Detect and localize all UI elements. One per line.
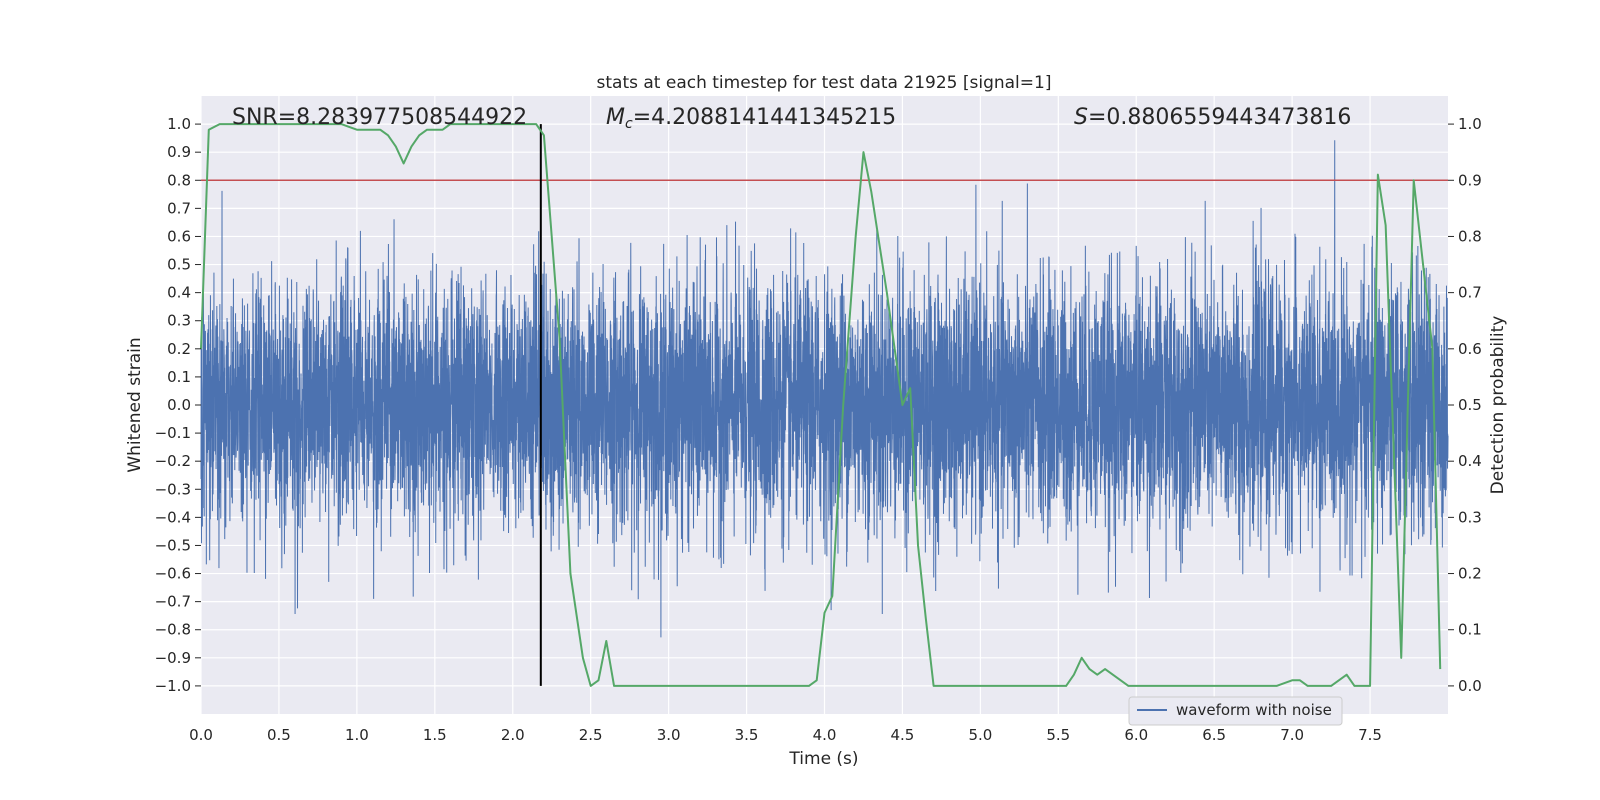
y2-tick-label: 0.1: [1458, 621, 1482, 639]
x-tick-label: 7.0: [1280, 726, 1304, 744]
series-waveform-with-noise: [200, 140, 1449, 638]
y2-axis-ticks: 0.0 0.1 0.2 0.3 0.4 0.5 0.6 0.7 0.8 0.9 1.0: [1448, 115, 1482, 695]
s-annotation: S=0.8806559443473816: [1074, 105, 1351, 130]
y-tick-label: −0.9: [155, 649, 191, 667]
y-tick-label: −0.1: [155, 424, 191, 442]
x-tick-label: 6.5: [1202, 726, 1226, 744]
x-axis-ticks: 0.0 0.5 1.0 1.5 2.0 2.5 3.0 3.5 4.0 4.5 5.0 5.5 6.0 6…: [189, 726, 1382, 744]
x-tick-label: 5.0: [968, 726, 992, 744]
probability-path: [200, 123, 1442, 687]
x-tick-label: 0.5: [267, 726, 291, 744]
y2-axis-label: Detection probability: [1488, 316, 1508, 495]
y-tick-label: −0.5: [155, 536, 191, 554]
chart-title: stats at each timestep for test data 219…: [597, 73, 1052, 93]
y-axis-label: Whitened strain: [125, 337, 145, 472]
y-tick-label: −0.6: [155, 565, 191, 583]
y2-tick-label: 0.8: [1458, 227, 1482, 245]
y-tick-label: −0.7: [155, 593, 191, 611]
y-tick-label: −0.3: [155, 480, 191, 498]
y2-tick-label: 0.2: [1458, 565, 1482, 583]
y-tick-label: 0.4: [167, 284, 191, 302]
x-tick-label: 4.0: [813, 726, 837, 744]
mc-symbol: M: [606, 105, 625, 130]
x-tick-label: 0.0: [189, 726, 213, 744]
y2-tick-label: 0.0: [1458, 677, 1482, 695]
y2-tick-label: 0.9: [1458, 171, 1482, 189]
y2-tick-label: 0.5: [1458, 396, 1482, 414]
y-tick-label: −0.4: [155, 508, 191, 526]
waveform-path: [200, 140, 1449, 638]
y-tick-label: −1.0: [155, 677, 191, 695]
s-symbol: S: [1074, 105, 1088, 130]
x-tick-label: 2.0: [501, 726, 525, 744]
x-tick-label: 6.0: [1124, 726, 1148, 744]
x-tick-label: 7.5: [1358, 726, 1382, 744]
y-tick-label: 0.5: [167, 256, 191, 274]
mc-annotation: Mc=4.2088141441345215: [606, 105, 896, 132]
y-tick-label: 0.9: [167, 143, 191, 161]
x-axis-label: Time (s): [788, 749, 858, 769]
y2-tick-label: 1.0: [1458, 115, 1482, 133]
y2-tick-label: 0.7: [1458, 284, 1482, 302]
y-tick-label: −0.2: [155, 452, 191, 470]
y2-tick-label: 0.3: [1458, 508, 1482, 526]
legend: waveform with noise: [1128, 696, 1343, 726]
x-tick-label: 5.5: [1046, 726, 1070, 744]
x-tick-label: 3.5: [735, 726, 759, 744]
y-tick-label: 1.0: [167, 115, 191, 133]
y2-tick-label: 0.6: [1458, 340, 1482, 358]
mc-value: =4.2088141441345215: [633, 105, 896, 130]
snr-annotation: SNR=8.283977508544922: [232, 105, 527, 130]
y-tick-label: −0.8: [155, 621, 191, 639]
mc-subscript: c: [625, 116, 633, 132]
s-value: =0.8806559443473816: [1088, 105, 1351, 130]
y2-tick-label: 0.4: [1458, 452, 1482, 470]
x-tick-label: 1.5: [423, 726, 447, 744]
y-tick-label: 0.1: [167, 368, 191, 386]
y-tick-label: 0.2: [167, 340, 191, 358]
y-axis-ticks: −1.0 −0.9 −0.8 −0.7 −0.6 −0.5 −0.4 −0.3 −0.2 −0.1…: [155, 115, 201, 695]
y-tick-label: 0.8: [167, 171, 191, 189]
y-tick-label: 0.7: [167, 199, 191, 217]
x-tick-label: 1.0: [345, 726, 369, 744]
legend-box: [1128, 696, 1343, 726]
x-tick-label: 4.5: [891, 726, 915, 744]
series-detection-probability: [200, 123, 1442, 687]
y-tick-label: 0.0: [167, 396, 191, 414]
y-tick-label: 0.6: [167, 227, 191, 245]
x-tick-label: 2.5: [579, 726, 603, 744]
x-tick-label: 3.0: [657, 726, 681, 744]
legend-label: waveform with noise: [1176, 701, 1332, 719]
y-tick-label: 0.3: [167, 312, 191, 330]
